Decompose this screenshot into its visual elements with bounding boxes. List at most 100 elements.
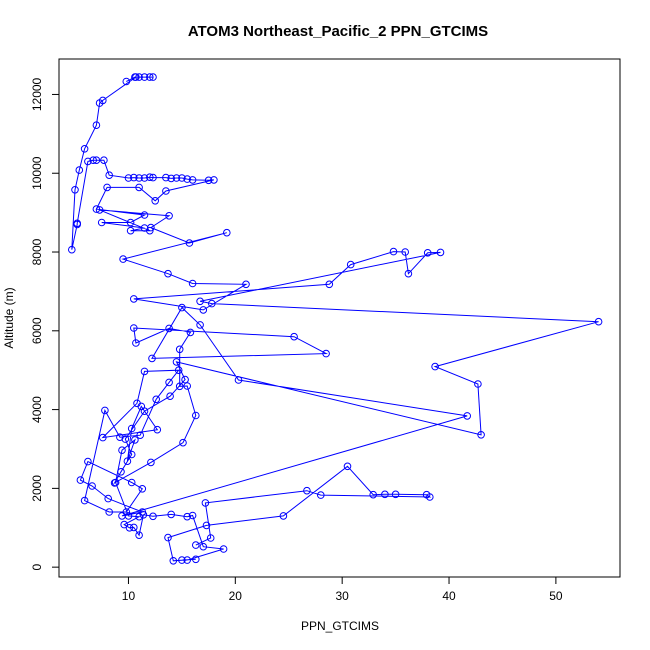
data-point xyxy=(188,511,197,520)
data-point xyxy=(131,436,139,444)
data-point xyxy=(135,531,143,540)
y-tick-label: 6000 xyxy=(30,317,44,344)
data-point xyxy=(136,431,144,440)
x-tick-label: 50 xyxy=(549,589,563,603)
data-point xyxy=(196,321,204,329)
data-point xyxy=(172,358,181,366)
data-point xyxy=(127,478,136,487)
data-point xyxy=(147,458,155,467)
data-point xyxy=(210,176,218,184)
data-point xyxy=(188,279,197,288)
series-layer xyxy=(68,73,603,565)
data-point xyxy=(101,406,109,415)
data-point xyxy=(146,173,154,181)
data-point xyxy=(192,555,200,564)
data-point xyxy=(75,166,84,174)
data-point xyxy=(135,73,143,81)
y-tick-label: 2000 xyxy=(30,475,44,502)
data-point xyxy=(89,156,97,164)
data-point xyxy=(389,247,398,256)
data-point xyxy=(162,187,170,195)
data-point xyxy=(175,382,184,391)
data-point xyxy=(401,248,410,256)
data-point xyxy=(165,378,173,387)
data-point xyxy=(118,446,126,455)
data-point xyxy=(95,206,104,214)
data-point xyxy=(130,324,138,332)
data-point xyxy=(179,438,187,447)
data-point xyxy=(73,219,81,228)
data-point xyxy=(404,269,413,278)
data-point xyxy=(169,557,178,565)
data-point xyxy=(436,248,445,257)
data-point xyxy=(391,490,400,499)
data-point xyxy=(423,249,432,257)
data-point xyxy=(463,412,472,420)
y-tick-label: 4000 xyxy=(30,396,44,423)
data-point xyxy=(174,366,183,375)
data-point xyxy=(183,382,191,390)
data-point xyxy=(208,299,216,308)
data-point xyxy=(76,476,85,484)
data-point xyxy=(185,239,194,247)
data-point xyxy=(183,175,191,183)
data-point xyxy=(105,171,113,179)
data-point xyxy=(146,73,154,81)
data-point xyxy=(125,524,134,532)
x-tick-label: 30 xyxy=(335,589,349,603)
data-point xyxy=(122,508,131,516)
data-point xyxy=(126,218,135,227)
data-point xyxy=(325,280,334,289)
data-point xyxy=(219,545,228,553)
data-point xyxy=(127,450,136,459)
data-point xyxy=(117,468,125,476)
data-point xyxy=(346,260,355,269)
y-axis-label: Altitude (m) xyxy=(2,287,16,348)
data-point xyxy=(71,186,79,194)
data-point xyxy=(172,174,181,182)
chart-title: ATOM3 Northeast_Pacific_2 PPN_GTCIMS xyxy=(188,23,488,40)
data-point xyxy=(147,223,155,232)
data-point xyxy=(137,402,146,411)
data-point xyxy=(178,303,186,312)
data-point xyxy=(431,362,439,371)
data-point xyxy=(153,425,162,434)
data-point xyxy=(140,73,149,81)
x-tick-label: 40 xyxy=(442,589,456,603)
data-point xyxy=(95,99,104,107)
data-point xyxy=(140,367,149,376)
data-point xyxy=(132,339,140,347)
data-point xyxy=(151,197,159,205)
data-point xyxy=(140,211,149,219)
data-point xyxy=(130,295,138,303)
x-tick-label: 20 xyxy=(229,589,243,603)
data-point xyxy=(196,297,204,306)
data-point xyxy=(126,226,135,235)
x-ticks: 10 20 30 40 50 xyxy=(122,577,563,603)
data-point xyxy=(135,183,143,192)
data-point xyxy=(88,482,96,490)
data-point xyxy=(100,156,108,164)
y-tick-label: 8000 xyxy=(30,238,44,265)
data-point xyxy=(92,205,101,213)
data-point xyxy=(165,324,173,333)
data-point xyxy=(223,228,231,237)
data-point xyxy=(202,521,211,530)
data-point xyxy=(162,173,170,182)
data-point xyxy=(188,176,197,184)
data-point xyxy=(165,212,173,220)
data-point xyxy=(92,156,101,164)
data-point xyxy=(80,496,89,505)
data-point xyxy=(140,174,149,182)
data-point xyxy=(279,512,288,520)
data-point xyxy=(474,380,482,388)
data-point xyxy=(104,494,112,503)
data-point xyxy=(199,542,208,551)
data-point xyxy=(105,508,113,516)
data-point xyxy=(111,478,120,487)
y-tick-label: 10000 xyxy=(30,156,44,190)
data-point xyxy=(121,435,130,443)
data-point xyxy=(97,218,106,227)
